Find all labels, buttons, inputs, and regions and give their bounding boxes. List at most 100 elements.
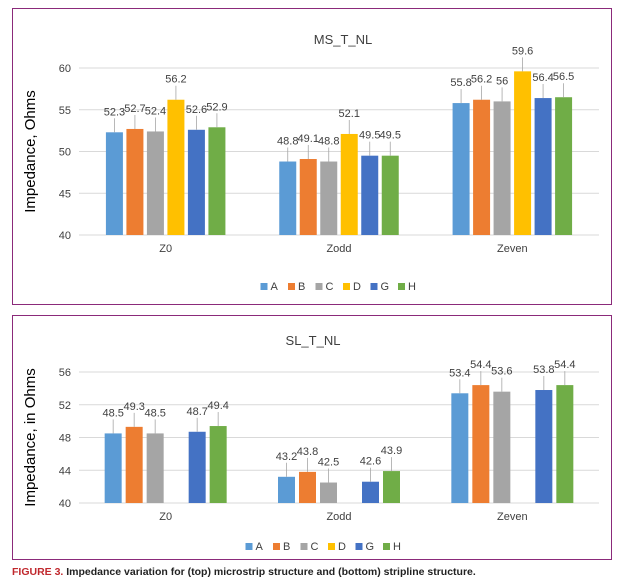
bar-H <box>208 127 226 235</box>
bar-G <box>535 390 553 503</box>
data-label: 53.8 <box>533 364 554 376</box>
bar-B <box>126 128 144 235</box>
chart-title: MS_T_NL <box>314 32 373 47</box>
legend-label-D: D <box>353 281 361 293</box>
data-label: 43.2 <box>276 451 297 463</box>
y-tick-label: 56 <box>59 367 71 379</box>
bar-G <box>361 155 379 235</box>
data-label: 56.5 <box>553 71 574 83</box>
legend-swatch-C <box>315 283 323 290</box>
bar-B <box>125 426 143 503</box>
data-label: 52.6 <box>186 104 207 116</box>
y-tick-label: 44 <box>59 465 71 477</box>
legend-label-H: H <box>408 281 416 293</box>
data-label: 52.9 <box>206 101 227 113</box>
x-tick-label: Zodd <box>326 243 351 255</box>
bar-C <box>320 482 337 503</box>
legend-label-A: A <box>256 541 264 553</box>
bar-A <box>452 103 470 235</box>
legend-swatch-G <box>355 543 363 550</box>
x-tick-label: Z0 <box>159 243 172 255</box>
data-label: 59.6 <box>512 45 533 57</box>
bar-G <box>362 481 379 503</box>
bar-D <box>167 99 185 235</box>
y-tick-label: 52 <box>59 400 71 412</box>
x-tick-label: Z0 <box>159 511 172 523</box>
data-label: 56.2 <box>471 74 492 86</box>
bar-B <box>299 471 316 503</box>
y-tick-label: 60 <box>59 63 71 75</box>
chart-top-svg: MS_T_NL Impedance, Ohms 40 45 50 55 60 52.3 52.7… <box>22 32 599 293</box>
data-label: 49.5 <box>380 130 401 142</box>
bar-H <box>383 471 400 503</box>
data-label: 49.5 <box>359 130 380 142</box>
legend-swatch-G <box>370 283 378 290</box>
data-label: 49.3 <box>123 401 144 413</box>
legend-swatch-C <box>300 543 308 550</box>
bar-C <box>493 101 511 236</box>
bar-G <box>187 129 205 235</box>
bar-G <box>188 431 206 503</box>
bar-A <box>451 393 469 503</box>
legend-swatch-H <box>383 543 390 550</box>
legend-label-H: H <box>393 541 401 553</box>
x-tick-label: Zeven <box>497 511 528 523</box>
bar-A <box>279 161 297 235</box>
bar-B <box>472 385 490 503</box>
y-axis-label: Impedance, Ohms <box>22 90 39 213</box>
bar-A <box>105 132 123 235</box>
data-label: 48.5 <box>144 407 165 419</box>
data-label: 43.9 <box>381 445 402 457</box>
chart-panel-top: MS_T_NL Impedance, Ohms 40 45 50 55 60 52.3 52.7… <box>12 8 612 305</box>
bar-C <box>146 131 164 235</box>
y-tick-label: 45 <box>59 188 71 200</box>
data-label: 52.7 <box>124 103 145 115</box>
legend-label-C: C <box>311 541 319 553</box>
y-tick-label: 55 <box>59 105 71 117</box>
x-tick-label: Zodd <box>326 511 351 523</box>
data-label: 52.1 <box>339 108 360 120</box>
data-label: 55.8 <box>450 77 471 89</box>
bar-D <box>514 71 532 235</box>
caption-text: Impedance variation for (top) microstrip… <box>63 566 476 578</box>
legend-label-B: B <box>283 541 290 553</box>
bar-C <box>493 391 511 503</box>
legend-swatch-B <box>273 543 280 550</box>
data-label: 54.4 <box>470 359 491 371</box>
bar-H <box>209 426 227 503</box>
legend-label-G: G <box>381 281 390 293</box>
y-axis-label: Impedance, in Ohms <box>22 368 39 506</box>
data-label: 54.4 <box>554 359 575 371</box>
bar-G <box>534 98 552 235</box>
legend-swatch-H <box>398 283 405 290</box>
x-tick-label: Zeven <box>497 243 528 255</box>
legend-swatch-A <box>260 283 268 290</box>
chart-panel-bottom: SL_T_NL Impedance, in Ohms 40 44 48 52 56 48.5 4… <box>12 315 612 560</box>
data-label: 53.6 <box>491 366 512 378</box>
legend-label-A: A <box>271 281 279 293</box>
data-label: 56.4 <box>532 72 553 84</box>
legend-swatch-A <box>245 543 253 550</box>
y-tick-label: 40 <box>59 230 71 242</box>
bar-C <box>146 433 164 503</box>
legend-swatch-B <box>288 283 295 290</box>
data-label: 48.5 <box>102 407 123 419</box>
data-label: 56 <box>496 75 508 87</box>
legend-swatch-D <box>343 283 350 290</box>
bar-H <box>381 155 399 235</box>
bar-C <box>320 161 338 235</box>
figure-caption: FIGURE 3. Impedance variation for (top) … <box>12 566 476 578</box>
bar-H <box>555 97 573 235</box>
chart-title: SL_T_NL <box>286 333 341 348</box>
data-label: 48.8 <box>277 136 298 148</box>
data-label: 52.3 <box>104 106 125 118</box>
data-label: 42.6 <box>360 456 381 468</box>
y-tick-label: 50 <box>59 147 71 159</box>
legend-swatch-D <box>328 543 335 550</box>
legend-label-G: G <box>366 541 375 553</box>
legend-label-B: B <box>298 281 305 293</box>
data-label: 53.4 <box>449 367 470 379</box>
y-tick-label: 48 <box>59 433 71 445</box>
bar-D <box>340 133 358 235</box>
